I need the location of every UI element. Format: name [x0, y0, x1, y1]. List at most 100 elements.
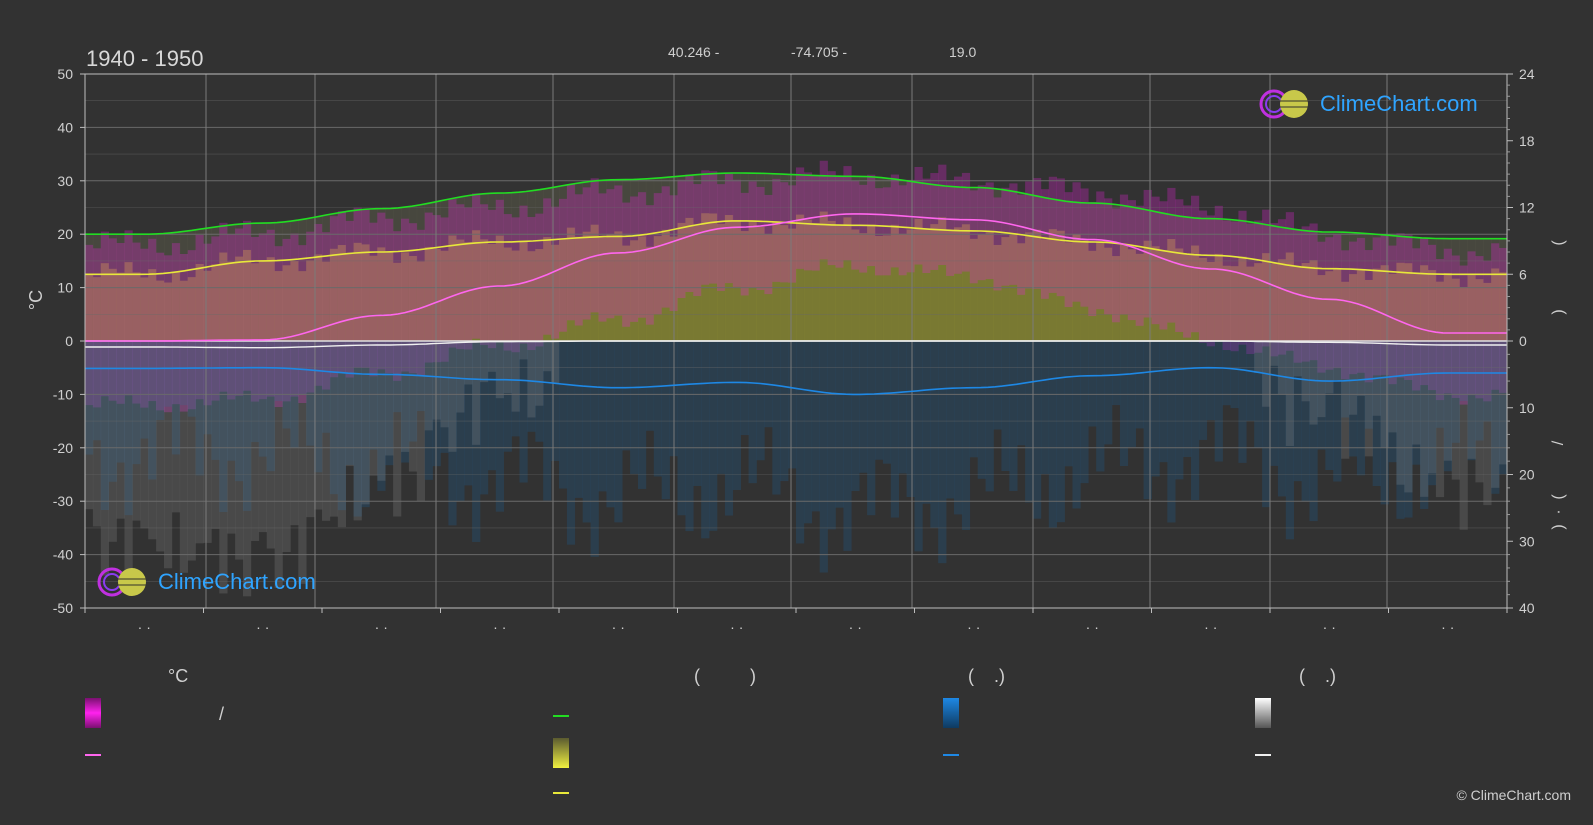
- sunshine-bar: [1246, 266, 1255, 341]
- rain-bar: [1396, 341, 1405, 519]
- snow-bar: [1309, 341, 1318, 425]
- sunshine-bar: [590, 224, 599, 341]
- rain-bar: [867, 341, 876, 516]
- sunshine-line: [85, 220, 1507, 276]
- sunshine-bar: [179, 280, 188, 341]
- rain-bar: [717, 341, 726, 474]
- rain-bar: [977, 341, 986, 479]
- temperature-range-bar: [250, 236, 260, 402]
- sunshine-bar: [1119, 244, 1129, 341]
- sunshine-bar: [930, 224, 939, 341]
- temperature-range-bar: [1159, 201, 1168, 330]
- rain-bar: [1238, 341, 1247, 463]
- sunshine-bar: [1127, 249, 1136, 341]
- snow-bar: [535, 341, 544, 406]
- temperature-range-bar: [740, 192, 749, 296]
- sunshine-bar: [140, 277, 149, 341]
- temperature-range-bar: [661, 186, 670, 308]
- sunshine-bar: [337, 245, 346, 341]
- snow-bar: [1293, 341, 1302, 377]
- rain-bar: [480, 341, 489, 495]
- temperature-range-bar: [1198, 210, 1208, 343]
- sunshine-bar: [598, 237, 607, 341]
- sunshine-bar: [614, 231, 623, 341]
- rain-bar: [1143, 341, 1152, 500]
- left-tick-label: -50: [53, 600, 73, 616]
- temperature-range-bar: [780, 182, 789, 283]
- sunshine-bar: [432, 248, 441, 341]
- sunshine-bar: [211, 264, 220, 341]
- temperature-range-bar: [811, 175, 820, 271]
- temperature-range-bar: [1025, 181, 1034, 289]
- snow-bar: [1491, 341, 1500, 488]
- sunshine-bar: [361, 244, 370, 341]
- temperature-range-bar: [582, 187, 591, 320]
- brand-logo-top: ClimeChart.com: [1258, 88, 1478, 120]
- sunshine-bar: [724, 215, 734, 341]
- sunshine-bar: [1309, 260, 1318, 341]
- temperature-range-bar: [1183, 205, 1192, 338]
- sunshine-bar: [511, 250, 520, 341]
- temperature-range-bar: [961, 172, 971, 272]
- rain-bar: [108, 341, 117, 482]
- rain-bar: [227, 341, 236, 461]
- rain-bar: [353, 341, 362, 517]
- snow-bar: [235, 341, 244, 560]
- rain-bar: [258, 341, 267, 457]
- sunshine-bar: [1033, 229, 1042, 341]
- right-axis-top-label: (: [1550, 240, 1567, 246]
- temperature-range-bar: [1285, 212, 1294, 351]
- snow-bar: [408, 341, 418, 472]
- month-label: · ·: [849, 619, 862, 635]
- temperature-range-bar: [361, 209, 370, 368]
- rain-bar: [472, 341, 481, 542]
- sunshine-bar: [1214, 253, 1223, 341]
- snow-bar: [527, 341, 536, 418]
- sunshine-bar: [472, 230, 481, 341]
- sunshine-bar: [1349, 274, 1358, 341]
- temperature-range-bar: [574, 194, 583, 326]
- temperature-range-bar: [1404, 234, 1413, 380]
- temperature-range-bar: [914, 166, 923, 265]
- temperature-range-bar: [867, 174, 876, 267]
- snow-bar: [1451, 341, 1460, 480]
- sunshine-bar: [377, 247, 386, 341]
- rain-bar: [598, 341, 607, 492]
- sunshine-bar: [1388, 273, 1397, 341]
- temperature-range-bar: [1167, 187, 1176, 323]
- rain-bar: [1277, 341, 1287, 497]
- temperature-range-bar: [314, 224, 323, 386]
- left-tick-label: 0: [65, 333, 73, 349]
- temperature-range-bar: [369, 222, 378, 377]
- sunshine-bar: [993, 244, 1002, 341]
- temperature-range-bar: [1277, 219, 1287, 355]
- temperature-range-bar: [100, 231, 109, 397]
- sunshine-bar: [677, 222, 686, 341]
- rain-bar: [1372, 341, 1381, 487]
- sunshine-bar: [780, 225, 789, 341]
- temperature-range-bar: [140, 248, 149, 408]
- left-tick-label: 50: [57, 66, 73, 82]
- sunshine-bar: [645, 246, 655, 341]
- rain-bar: [938, 341, 947, 564]
- sunshine-bar: [1206, 261, 1215, 341]
- sunshine-bar: [835, 225, 844, 341]
- sunshine-bar: [756, 226, 765, 341]
- rain-bar: [1040, 341, 1050, 475]
- sunshine-bar: [1341, 281, 1350, 341]
- temperature-range-bar: [1443, 248, 1452, 394]
- snow-bar: [401, 341, 410, 452]
- temperature-range-bar: [946, 180, 955, 276]
- snow-bar: [116, 341, 125, 519]
- snow-bar: [1404, 341, 1413, 493]
- rain-bar: [1285, 341, 1294, 540]
- sunshine-bar: [314, 254, 323, 341]
- temperature-range-bar: [187, 250, 196, 410]
- snow-bar: [385, 341, 394, 456]
- legend-daylight-swatch: [553, 715, 569, 717]
- temperature-range-bar: [1191, 195, 1200, 333]
- temperature-range-bar: [843, 166, 852, 261]
- temperature-range-bar: [566, 184, 576, 321]
- sunshine-bar: [1325, 271, 1334, 341]
- snow-bar: [1412, 341, 1421, 445]
